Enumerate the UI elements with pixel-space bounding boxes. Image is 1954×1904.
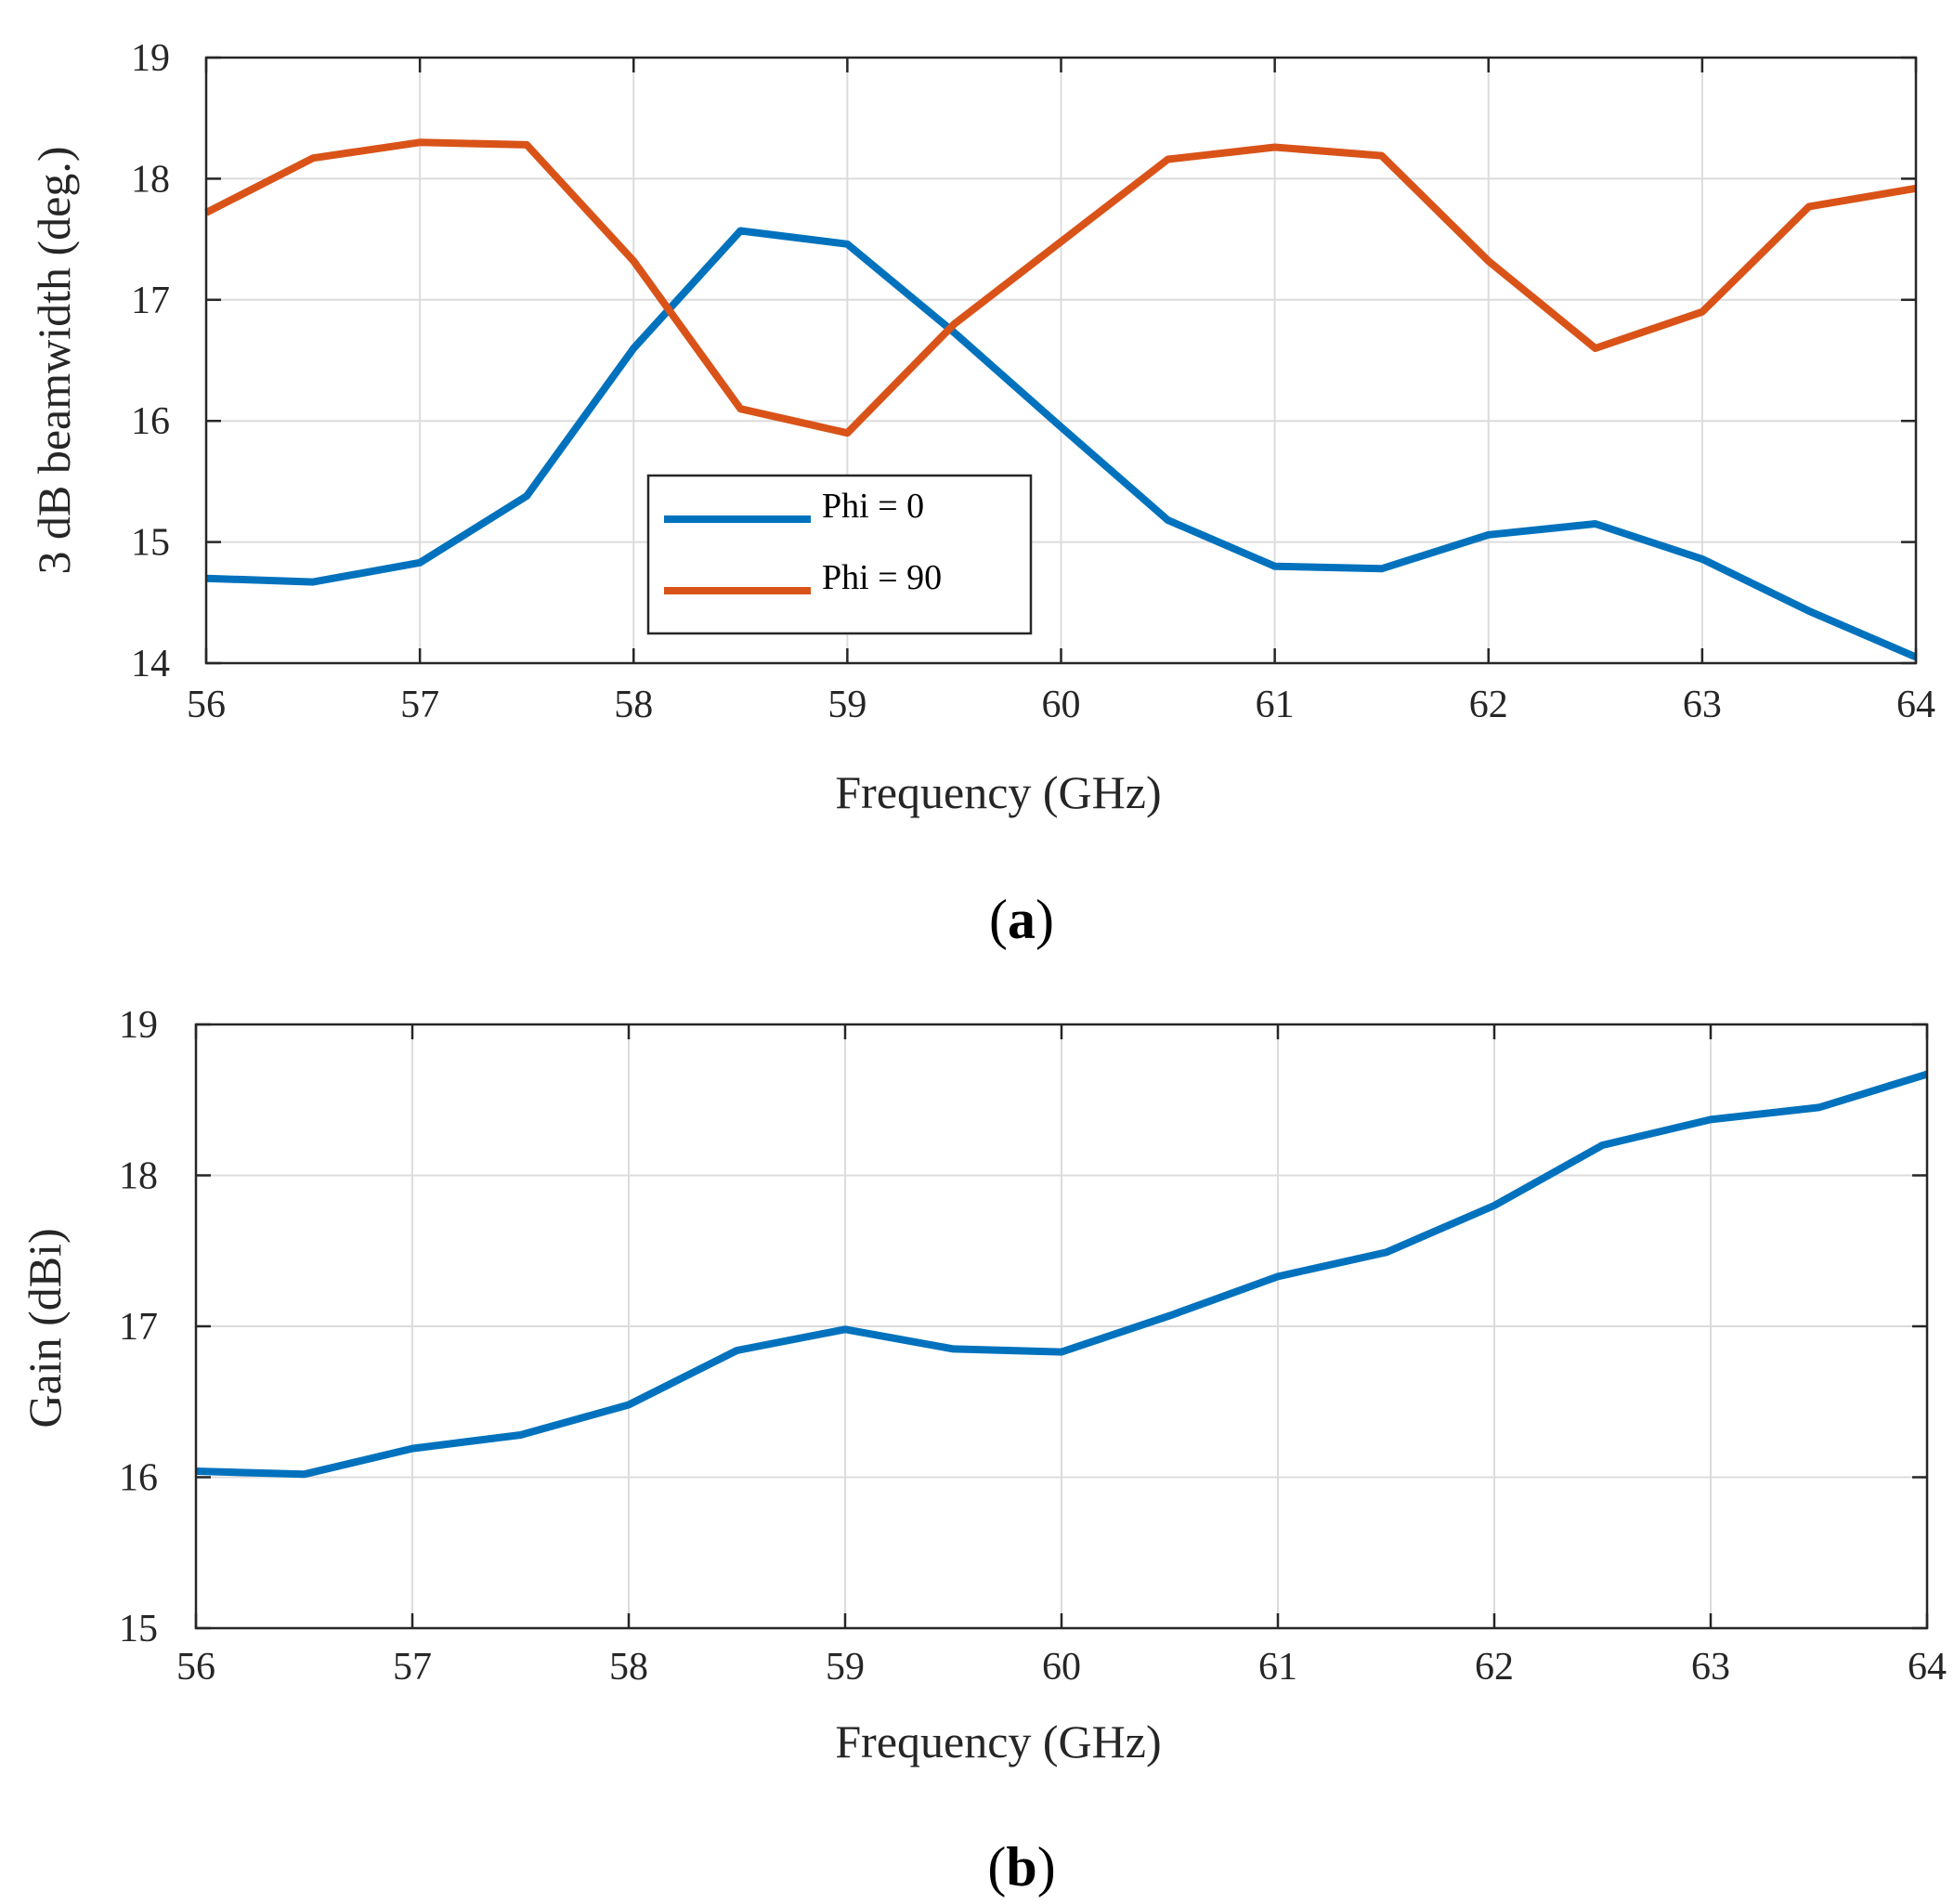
chart-a-grid bbox=[206, 58, 1916, 663]
chart-b-xtick-label: 56 bbox=[176, 1646, 215, 1689]
legend-label-phi-90: Phi = 90 bbox=[822, 558, 942, 597]
chart-a-xtick-label: 63 bbox=[1683, 684, 1722, 726]
chart-a-series-phi-90 bbox=[204, 138, 1917, 437]
chart-b: 56 57 58 59 60 61 62 63 64 15 16 17 18 19 Frequency (… bbox=[19, 1004, 1947, 1897]
chart-b-ytick-label: 16 bbox=[119, 1457, 158, 1500]
chart-a-legend: Phi = 0 Phi = 90 bbox=[646, 474, 1033, 635]
chart-a-xtick-label: 59 bbox=[827, 684, 866, 726]
chart-a-xtick-label: 61 bbox=[1256, 684, 1295, 726]
chart-a-ytick-label: 18 bbox=[131, 158, 170, 201]
chart-a-series bbox=[204, 138, 1918, 661]
chart-b-xtick-label: 64 bbox=[1908, 1646, 1947, 1689]
chart-a-xtick-label: 56 bbox=[187, 684, 226, 726]
chart-a-xtick-label: 64 bbox=[1896, 684, 1935, 726]
chart-b-panel-label: (b) bbox=[987, 1836, 1055, 1897]
chart-b-ytick-label: 19 bbox=[119, 1004, 158, 1047]
chart-b-xtick-label: 57 bbox=[393, 1646, 432, 1689]
chart-a-y-axis-label: 3 dB beamwidth (deg.) bbox=[28, 146, 80, 574]
chart-b-xtick-label: 59 bbox=[826, 1646, 865, 1689]
chart-a-series-phi-0 bbox=[205, 227, 1918, 661]
chart-b-xtick-label: 61 bbox=[1258, 1646, 1297, 1689]
chart-a-x-axis-label: Frequency (GHz) bbox=[835, 766, 1161, 818]
chart-b-grid bbox=[196, 1024, 1927, 1628]
chart-b-x-axis-label: Frequency (GHz) bbox=[835, 1715, 1161, 1767]
chart-b-ytick-label: 17 bbox=[119, 1306, 158, 1349]
chart-b-ytick-label: 15 bbox=[119, 1608, 158, 1650]
chart-b-xtick-label: 60 bbox=[1042, 1646, 1081, 1689]
chart-a-panel-label: (a) bbox=[989, 889, 1054, 950]
chart-a-ticks bbox=[204, 56, 1918, 665]
chart-b-series-gain bbox=[195, 1070, 1929, 1479]
chart-b-tick-labels: 56 57 58 59 60 61 62 63 64 15 16 17 18 19 bbox=[119, 1004, 1947, 1689]
chart-a-ytick-label: 14 bbox=[131, 643, 170, 685]
chart-a-tick-labels: 56 57 58 59 60 61 62 63 64 14 15 16 17 18 19 bbox=[131, 37, 1935, 726]
chart-a-ytick-label: 19 bbox=[131, 37, 170, 80]
chart-a-legend-box bbox=[646, 474, 1033, 635]
chart-b-xtick-label: 58 bbox=[609, 1646, 648, 1689]
chart-a-ytick-label: 17 bbox=[131, 280, 170, 322]
chart-b-y-axis-label: Gain (dBi) bbox=[19, 1228, 71, 1428]
chart-a-xtick-label: 62 bbox=[1469, 684, 1508, 726]
chart-b-ytick-label: 18 bbox=[119, 1155, 158, 1198]
chart-b-xtick-label: 63 bbox=[1691, 1646, 1730, 1689]
chart-a-ytick-label: 15 bbox=[131, 522, 170, 565]
chart-a-xtick-label: 60 bbox=[1042, 684, 1081, 726]
chart-a-xtick-label: 57 bbox=[400, 684, 439, 726]
chart-a-ytick-label: 16 bbox=[131, 400, 170, 443]
legend-label-phi-0: Phi = 0 bbox=[822, 487, 924, 526]
chart-a: 56 57 58 59 60 61 62 63 64 14 15 16 17 18 19 Phi = 0 P… bbox=[28, 37, 1935, 950]
chart-b-series bbox=[195, 1070, 1929, 1479]
chart-a-xtick-label: 58 bbox=[614, 684, 653, 726]
chart-b-ticks bbox=[194, 1023, 1929, 1630]
chart-b-xtick-label: 62 bbox=[1475, 1646, 1514, 1689]
